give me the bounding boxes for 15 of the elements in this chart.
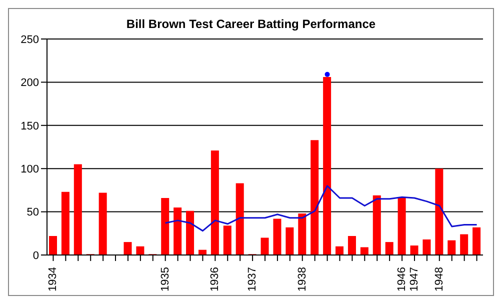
x-tick-label: 1938 (296, 267, 308, 292)
x-tick-label: 1937 (246, 267, 259, 292)
y-tick-label: 150 (20, 120, 39, 132)
x-tick-label: 1934 (47, 267, 60, 292)
x-tick-label: 1935 (159, 267, 172, 292)
x-tick-label: 1936 (209, 267, 222, 292)
chart-title: Bill Brown Test Career Batting Performance (125, 16, 377, 31)
x-tick-label: 1947 (408, 267, 420, 292)
y-tick-label: 250 (20, 34, 39, 46)
x-tick-label: 1948 (433, 267, 446, 292)
x-tick-label: 1946 (396, 267, 408, 292)
y-tick-label: 100 (20, 164, 39, 176)
y-tick-label: 200 (20, 77, 39, 90)
y-tick-label: 0 (32, 250, 39, 262)
y-tick-label: 50 (26, 206, 39, 219)
